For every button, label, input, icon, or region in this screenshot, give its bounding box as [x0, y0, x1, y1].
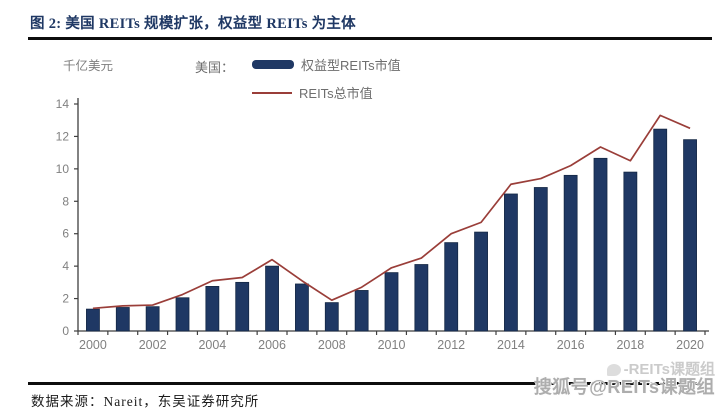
svg-text:2006: 2006 — [258, 338, 286, 352]
svg-text:2000: 2000 — [79, 338, 107, 352]
chart-legend: 美国： 权益型REITs市值 REITs总市值 — [195, 55, 401, 102]
watermark-line1: -REITs课题组 — [534, 362, 715, 377]
svg-text:2014: 2014 — [497, 338, 525, 352]
legend-item-equity-reits: 权益型REITs市值 — [252, 55, 401, 74]
svg-text:2: 2 — [62, 292, 69, 306]
svg-text:14: 14 — [56, 97, 70, 111]
svg-text:10: 10 — [56, 162, 70, 176]
chart-canvas: 0 2 4 6 8 10 12 14 2000 2002 2004 2006 2008 2010 2012 2… — [56, 97, 709, 352]
svg-text:0: 0 — [62, 324, 69, 338]
legend-item-total-reits: REITs总市值 — [252, 83, 401, 102]
legend-items: 权益型REITs市值 REITs总市值 — [252, 55, 401, 102]
svg-text:4: 4 — [62, 259, 69, 273]
svg-text:2008: 2008 — [318, 338, 346, 352]
svg-text:6: 6 — [62, 227, 69, 241]
figure-title: 图 2: 美国 REITs 规模扩张，权益型 REITs 为主体 — [30, 16, 356, 32]
watermark: -REITs课题组 搜狐号@REITs课题组 — [534, 362, 715, 396]
svg-text:2016: 2016 — [557, 338, 585, 352]
watermark-line2: 搜狐号@REITs课题组 — [533, 377, 715, 397]
line-series-swatch — [252, 91, 293, 94]
svg-text:2010: 2010 — [378, 338, 406, 352]
watermark-line1-text: -REITs课题组 — [623, 361, 715, 378]
data-source: 数据来源：Nareit，东吴证券研究所 — [31, 394, 260, 409]
svg-text:2012: 2012 — [437, 338, 465, 352]
svg-text:8: 8 — [62, 194, 69, 208]
y-axis-unit-label: 千亿美元 — [63, 59, 114, 73]
svg-text:2018: 2018 — [616, 338, 644, 352]
sohu-fox-icon — [606, 363, 621, 376]
footer-divider — [28, 382, 712, 385]
svg-text:2002: 2002 — [139, 338, 167, 352]
legend-label-total-reits: REITs总市值 — [299, 86, 373, 101]
svg-text:2020: 2020 — [676, 338, 704, 352]
legend-region-label: 美国： — [195, 60, 235, 75]
title-divider — [28, 37, 712, 40]
bar-series-swatch — [252, 60, 295, 69]
svg-text:12: 12 — [56, 129, 70, 143]
svg-text:2004: 2004 — [198, 338, 226, 352]
legend-label-equity-reits: 权益型REITs市值 — [301, 58, 401, 73]
